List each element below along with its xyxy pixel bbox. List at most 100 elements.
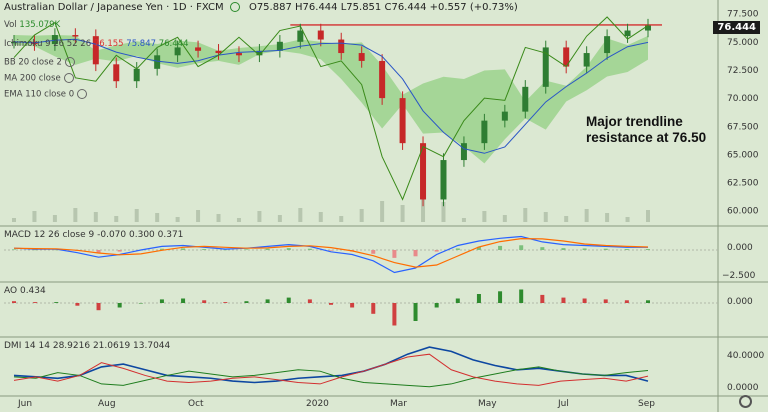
volume-bar [400,205,405,222]
time-tick-label: Aug [98,399,116,409]
ao-bar [75,303,80,306]
macd-histogram-bar [392,250,397,258]
candle-body [604,36,611,54]
candle-body [317,30,324,40]
ao-bar [159,299,164,303]
price-tick-label: 72.500 [727,66,759,76]
time-tick-label: Oct [188,399,204,409]
candle-body [460,143,467,161]
ao-bar [12,301,16,303]
indicator-ma[interactable]: MA 200 close [4,73,74,84]
eye-icon[interactable] [63,73,74,83]
volume-bar [605,213,610,222]
macd-line-value: 0.300 [129,230,155,240]
macd-histogram-bar [561,248,566,250]
macd-histogram-bar [12,249,16,250]
candle-body [501,111,508,121]
volume-bar [584,209,589,222]
dmi-title: DMI 14 14 [4,341,50,351]
time-tick-label: May [478,399,497,409]
indicator-ichimoku-label: Ichimoku 9 26 52 26 [4,39,92,49]
visibility-icon[interactable] [229,2,240,12]
ao-tick-zero: 0.000 [727,297,753,307]
volume-bar [52,215,57,222]
indicator-bb[interactable]: BB 20 close 2 [4,57,75,68]
ao-bar [624,300,629,303]
dmi-adx-value: 28.9216 [52,341,91,351]
volume-bar [257,211,262,222]
macd-histogram-bar [646,249,650,250]
volume-bar [196,210,201,222]
indicator-vol[interactable]: Vol 135.079K [4,20,60,30]
ao-bar [307,299,312,303]
macd-tick-zero: 0.000 [727,243,753,253]
ao-bar [561,297,566,303]
ao-bar [476,294,481,303]
macd-histogram-bar [413,250,418,257]
volume-bar [543,212,548,222]
symbol-title: Australian Dollar / Japanese Yen · 1D · … [4,2,224,13]
volume-bar [155,213,160,222]
indicator-ema[interactable]: EMA 110 close 0 [4,89,88,100]
time-tick-label: Jul [557,399,569,409]
macd-tick-neg: −2.500 [722,271,756,281]
candle-body [338,39,345,54]
candle-body [624,30,631,37]
ohlc-open: O75.887 [248,2,292,13]
ao-bar [286,297,291,303]
candle-body [542,47,549,87]
candle-body [195,47,202,51]
macd-hist-value: -0.070 [97,230,127,240]
ao-bar [223,302,228,303]
macd-legend[interactable]: MACD 12 26 close 9 -0.070 0.300 0.371 [4,230,183,240]
macd-histogram-bar [159,248,164,250]
ohlc-change: +0.557 (+0.73%) [429,2,518,13]
dmi-plus-line [13,366,649,388]
volume-bar [277,215,282,222]
settings-gear-icon[interactable] [739,395,752,408]
ao-value: 0.434 [19,286,46,296]
indicator-vol-label: Vol [4,20,17,30]
ao-bar [498,291,503,303]
macd-histogram-bar [603,248,608,250]
macd-histogram-bar [307,248,312,250]
indicator-vol-value: 135.079K [19,20,61,30]
eye-icon[interactable] [77,89,88,99]
volume-bar [339,216,344,222]
macd-histogram-bar [519,245,524,250]
price-tick-label: 75.000 [727,38,759,48]
ao-bar [244,301,249,303]
candle-body [399,98,406,144]
dmi-adx-line [13,346,649,384]
volume-bar [298,208,303,222]
time-tick-label: Mar [390,399,407,409]
dmi-legend[interactable]: DMI 14 14 28.9216 21.0619 13.7044 [4,341,170,351]
candle-body [522,86,529,112]
indicator-ichimoku[interactable]: Ichimoku 9 26 52 26 76.155 75.847 76.444 [4,39,188,49]
volume-bar [73,208,78,222]
macd-histogram-bar [181,248,186,250]
annotation-line-2: resistance at 76.50 [586,130,707,145]
volume-bar [114,216,119,222]
indicator-ichimoku-v3: 76.444 [158,39,189,49]
ao-bar [329,303,333,305]
macd-histogram-bar [329,250,333,251]
dmi-minus-line [13,353,649,386]
macd-histogram-bar [434,250,439,252]
macd-histogram-bar [286,248,291,250]
ao-legend[interactable]: AO 0.434 [4,286,46,296]
ao-bar [202,300,207,303]
ao-bar [413,303,418,321]
volume-bar [461,218,466,222]
macd-histogram-bar [540,247,545,250]
candle-body [420,143,427,200]
ao-bar [434,303,439,308]
macd-histogram-bar [117,250,122,252]
eye-icon[interactable] [64,57,75,67]
indicator-ichimoku-v2: 75.847 [126,39,157,49]
macd-histogram-bar [223,249,228,251]
indicator-ma-label: MA 200 close [4,73,61,84]
candle-body [440,160,447,200]
candle-body [11,41,17,44]
candle-body [297,30,304,42]
